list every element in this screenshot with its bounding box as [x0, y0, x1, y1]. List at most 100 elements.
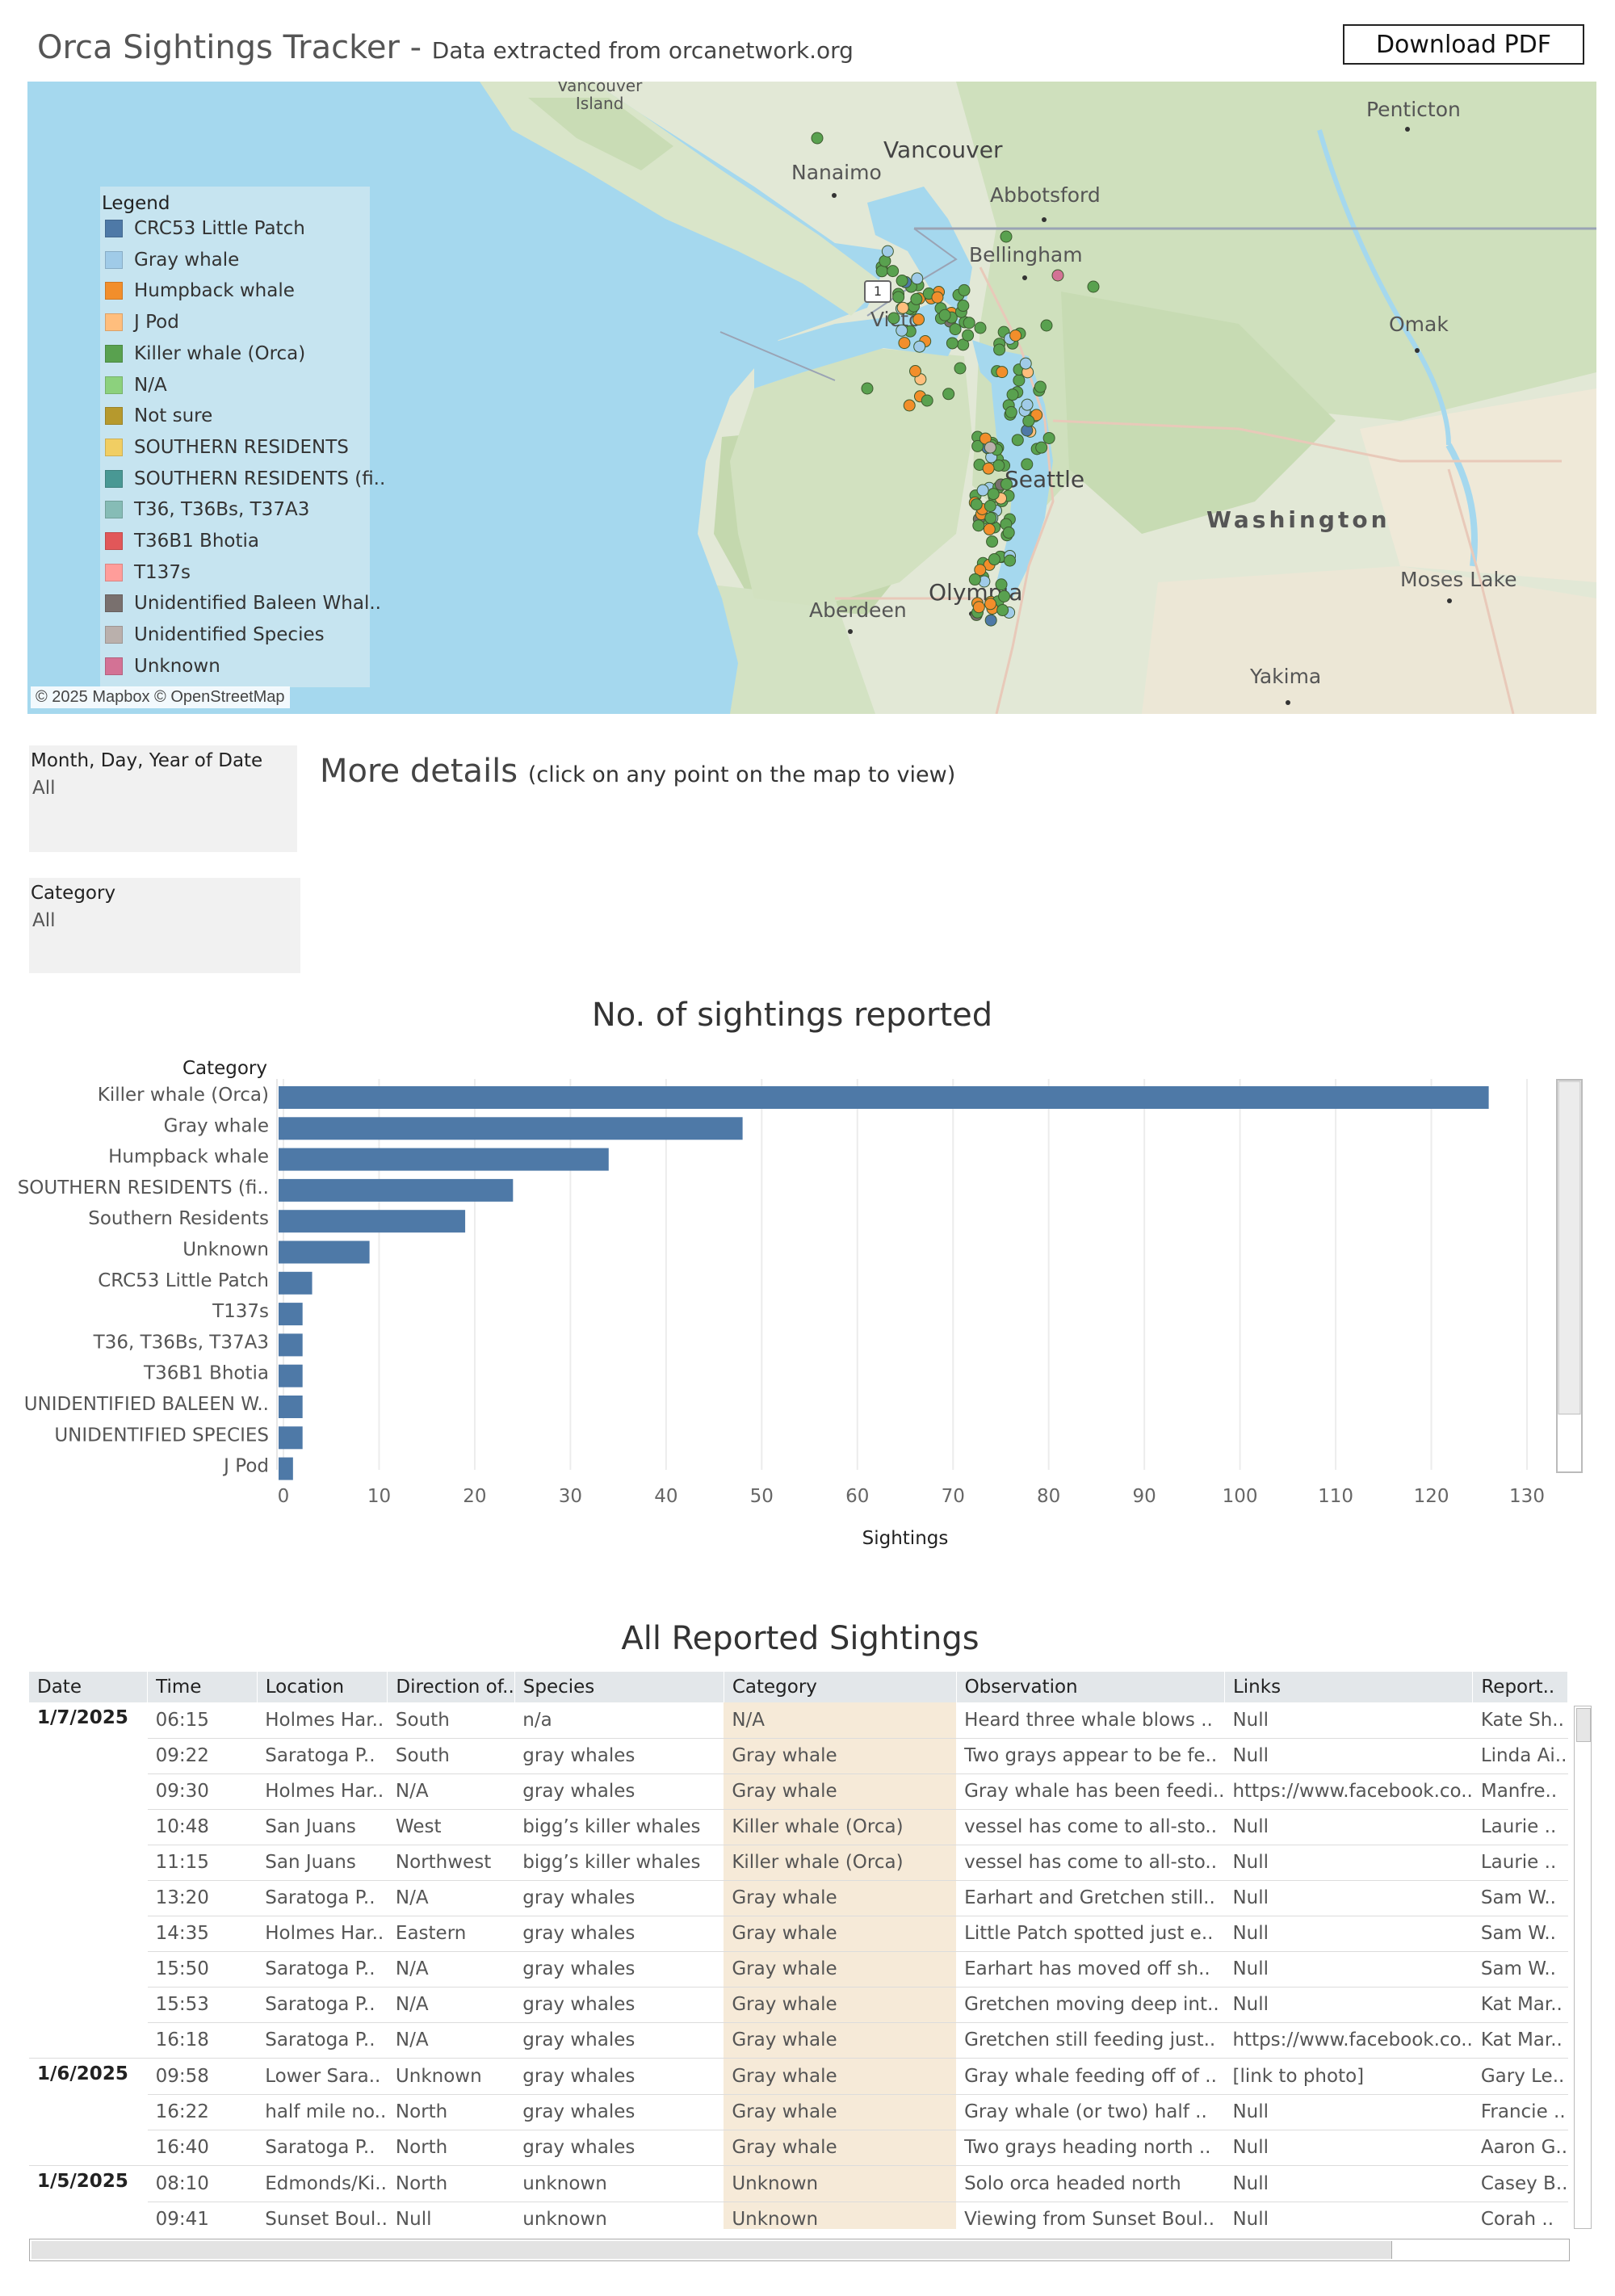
sighting-point[interactable]: [963, 317, 975, 329]
bar[interactable]: [279, 1333, 303, 1357]
legend-item[interactable]: SOUTHERN RESIDENTS: [105, 434, 349, 460]
legend-item[interactable]: Killer whale (Orca): [105, 341, 305, 367]
sighting-point[interactable]: [988, 553, 1000, 566]
sighting-point[interactable]: [1004, 554, 1017, 567]
sighting-point[interactable]: [887, 312, 900, 325]
scrollbar-thumb[interactable]: [1576, 1708, 1591, 1742]
bar[interactable]: [279, 1148, 609, 1171]
bar[interactable]: [279, 1364, 303, 1387]
column-header[interactable]: Date: [29, 1672, 149, 1702]
table-row[interactable]: 09:22 Saratoga P.. South gray whales Gray wh…: [29, 1738, 1568, 1774]
sighting-point[interactable]: [881, 245, 894, 258]
bar[interactable]: [279, 1303, 303, 1326]
sighting-point[interactable]: [962, 329, 975, 342]
sighting-point[interactable]: [1022, 414, 1035, 427]
download-pdf-button[interactable]: Download PDF: [1343, 24, 1584, 65]
sighting-point[interactable]: [938, 309, 951, 321]
sighting-point[interactable]: [983, 523, 996, 535]
legend-item[interactable]: Unknown: [105, 653, 220, 679]
column-header[interactable]: Category: [724, 1672, 957, 1702]
sighting-point[interactable]: [1009, 329, 1022, 342]
table-row[interactable]: 14:35 Holmes Har.. Eastern gray whales Gray …: [29, 1916, 1568, 1952]
sightings-bar-chart[interactable]: 0 10 20 30 40 50 60 70 80 90 100 110 120 130 Category K…: [0, 1050, 1615, 1567]
sighting-point[interactable]: [942, 388, 955, 401]
sighting-point[interactable]: [1034, 380, 1047, 393]
sighting-point[interactable]: [1042, 431, 1055, 444]
table-cell[interactable]: https://www.facebook.co..: [1224, 2022, 1473, 2059]
sightings-table[interactable]: Date Time Location Direction of.. Species Cat…: [29, 1672, 1568, 2229]
sighting-point[interactable]: [957, 300, 970, 313]
column-header[interactable]: Links: [1224, 1672, 1474, 1702]
sighting-point[interactable]: [1051, 269, 1064, 282]
legend-item[interactable]: T36B1 Bhotia: [105, 528, 259, 554]
sighting-point[interactable]: [896, 275, 908, 288]
sighting-point[interactable]: [911, 272, 924, 285]
sighting-point[interactable]: [993, 343, 1006, 356]
sighting-point[interactable]: [998, 590, 1011, 602]
column-header[interactable]: Time: [147, 1672, 258, 1702]
legend-item[interactable]: SOUTHERN RESIDENTS (fi..: [105, 466, 385, 492]
legend-item[interactable]: Unidentified Baleen Whal..: [105, 590, 381, 616]
table-row[interactable]: 09:30 Holmes Har.. N/A gray whales Gray whal…: [29, 1773, 1568, 1810]
column-header[interactable]: Observation: [956, 1672, 1225, 1702]
bar[interactable]: [279, 1086, 1489, 1109]
sighting-point[interactable]: [996, 366, 1009, 379]
sighting-point[interactable]: [898, 337, 911, 350]
sighting-point[interactable]: [1021, 398, 1034, 411]
bar[interactable]: [279, 1271, 313, 1295]
sighting-point[interactable]: [1013, 374, 1026, 387]
sighting-point[interactable]: [811, 132, 824, 145]
table-row[interactable]: 09:41 Sunset Boul.. Null unknown Unknown View…: [29, 2202, 1568, 2229]
table-row[interactable]: 1/6/2025 09:58 Lower Sara.. Unknown gray wha…: [29, 2058, 1568, 2095]
table-row[interactable]: 13:20 Saratoga P.. N/A gray whales Gray whal…: [29, 1880, 1568, 1916]
sighting-point[interactable]: [971, 439, 984, 452]
sighting-point[interactable]: [946, 337, 959, 350]
sighting-point[interactable]: [1021, 458, 1034, 471]
legend-item[interactable]: N/A: [105, 372, 167, 398]
date-filter-value[interactable]: All: [32, 778, 56, 799]
bar[interactable]: [279, 1210, 466, 1233]
legend-item[interactable]: Gray whale: [105, 247, 239, 273]
table-cell[interactable]: https://www.facebook.co..: [1224, 1773, 1473, 1810]
sighting-point[interactable]: [1000, 477, 1013, 490]
sighting-point[interactable]: [958, 283, 971, 296]
sighting-point[interactable]: [972, 519, 985, 532]
sighting-point[interactable]: [861, 382, 874, 395]
sighting-point[interactable]: [896, 324, 908, 337]
table-horizontal-scrollbar[interactable]: [29, 2239, 1570, 2261]
table-row[interactable]: 16:18 Saratoga P.. N/A gray whales Gray whal…: [29, 2022, 1568, 2059]
sighting-point[interactable]: [921, 394, 933, 407]
legend-item[interactable]: Unidentified Species: [105, 622, 325, 648]
legend-item[interactable]: T137s: [105, 560, 191, 586]
bar[interactable]: [279, 1240, 370, 1264]
legend-item[interactable]: Not sure: [105, 403, 212, 429]
sighting-point[interactable]: [954, 362, 967, 375]
table-row[interactable]: 11:15 San Juans Northwest bigg’s killer wha…: [29, 1845, 1568, 1881]
sighting-point[interactable]: [984, 500, 996, 513]
legend-item[interactable]: J Pod: [105, 309, 179, 335]
sighting-point[interactable]: [1011, 434, 1024, 447]
sighting-point[interactable]: [984, 598, 997, 611]
sighting-point[interactable]: [913, 340, 926, 353]
sighting-point[interactable]: [1087, 280, 1100, 293]
sighting-point[interactable]: [910, 292, 923, 305]
table-row[interactable]: 16:40 Saratoga P.. North gray whales Gray wh…: [29, 2130, 1568, 2166]
sighting-point[interactable]: [974, 321, 987, 334]
sighting-point[interactable]: [912, 313, 925, 326]
sighting-point[interactable]: [974, 564, 987, 577]
legend-item[interactable]: CRC53 Little Patch: [105, 216, 305, 241]
sighting-point[interactable]: [1000, 230, 1013, 243]
sighting-point[interactable]: [976, 484, 989, 497]
date-filter[interactable]: Month, Day, Year of Date All: [29, 745, 297, 852]
legend-item[interactable]: Humpback whale: [105, 278, 295, 304]
scrollbar-thumb[interactable]: [1558, 1081, 1581, 1415]
table-vertical-scrollbar[interactable]: [1574, 1706, 1592, 2229]
sighting-point[interactable]: [970, 498, 983, 511]
sighting-point[interactable]: [908, 365, 921, 378]
sighting-point[interactable]: [992, 459, 1005, 472]
column-header[interactable]: Location: [257, 1672, 388, 1702]
sighting-point[interactable]: [892, 291, 905, 304]
sighting-point[interactable]: [931, 291, 944, 304]
sighting-point[interactable]: [984, 614, 997, 627]
sighting-point[interactable]: [972, 601, 985, 614]
